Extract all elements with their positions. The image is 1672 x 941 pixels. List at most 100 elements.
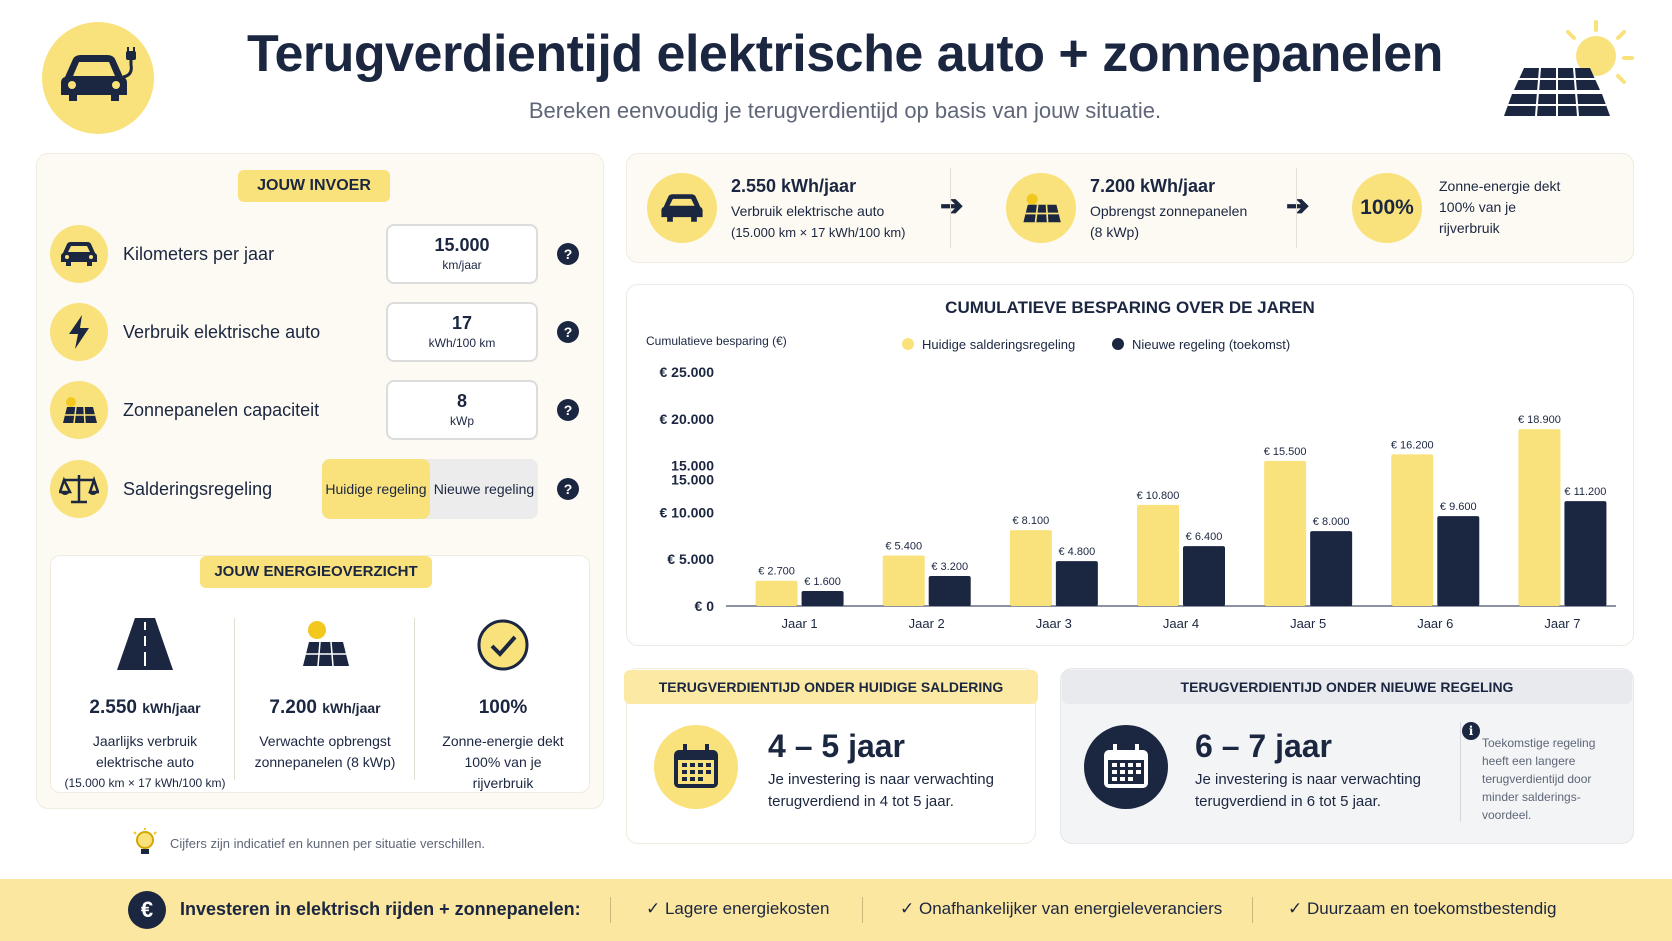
x-tick-label: Jaar 7 [1544,616,1580,631]
summary-yield: 7.200 kWh/jaar Opbrengst zonnepanelen (8… [1090,176,1247,243]
bar-new [801,591,844,606]
overview-consumption-sub: (15.000 km × 17 kWh/100 km) [64,776,226,790]
bar-new [928,576,971,606]
overview-yield-value: 7.200 [269,697,317,718]
footer-item: ✓ Onafhankelijker van energieleverancier… [900,899,1223,918]
help-icon[interactable]: ? [557,321,579,343]
bar-value-label: € 16.200 [1391,439,1434,451]
capacity-input[interactable]: 8 kWp [386,380,538,440]
overview-yield-unit: kWh/jaar [322,700,381,716]
y-tick-label: € 25.000 [660,364,715,380]
capacity-unit: kWp [450,414,474,428]
help-icon[interactable]: ? [557,243,579,265]
energy-overview-panel [50,555,590,793]
help-icon[interactable]: ? [557,478,579,500]
overview-yield-desc: Verwachte opbrengst zonnepanelen (8 kWp) [254,733,396,770]
bar-current [755,580,798,606]
x-tick-label: Jaar 3 [1036,616,1072,631]
overview-heading: JOUW ENERGIEOVERZICHT [200,556,432,588]
savings-chart: Cumulatieve besparing (€) Huidige salderi… [646,334,1616,631]
consumption-label: Verbruik elektrische auto [123,322,321,342]
bar-value-label: € 8.100 [1013,515,1050,527]
bar-current [1137,504,1179,606]
bar-new [1564,501,1607,606]
payback-new-line1: Je investering is naar verwachting [1195,771,1421,788]
bar-new [1055,561,1098,606]
divider [234,618,235,780]
legend-label: Nieuwe regeling (toekomst) [1132,337,1290,352]
divider [1252,897,1253,923]
ev-charging-logo [42,22,154,134]
bar-value-label: € 15.500 [1264,446,1307,458]
help-icon[interactable]: ? [557,399,579,421]
overview-consumption-desc: Jaarlijks verbruik elektrische auto [92,733,198,770]
overview-yield: 7.200 kWh/jaar Verwachte opbrengst zonne… [236,618,414,773]
y-tick-label: € 20.000 [660,411,715,427]
bar-value-label: € 6.400 [1186,531,1223,543]
bar-current [1518,429,1561,606]
footer-item: ✓ Duurzaam en toekomstbestendig [1288,899,1557,918]
summary-yield-line2: (8 kWp) [1090,224,1139,240]
summary-strip [626,153,1634,263]
payback-new-note: Toekomstige regeling heeft een langere t… [1482,734,1622,824]
km-value: 15.000 [434,235,490,255]
calendar-icon [654,725,738,809]
overview-consumption-unit: kWh/jaar [142,700,201,716]
summary-consumption-line2: (15.000 km × 17 kWh/100 km) [731,225,906,240]
payback-current-line1: Je investering is naar verwachting [768,771,994,788]
km-unit: km/jaar [442,258,482,272]
x-tick-label: Jaar 6 [1417,616,1453,631]
note-line: heeft een langere [1482,754,1576,768]
toggle-new-regeling[interactable]: Nieuwe regeling [433,480,535,497]
divider [610,897,611,923]
car-icon [50,225,108,283]
bar-value-label: € 2.700 [758,566,795,578]
bar-value-label: € 10.800 [1137,490,1180,502]
footer-lead: Investeren in elektrisch rijden + zonnep… [180,899,581,919]
note-line: voordeel. [1482,808,1532,822]
note-line: minder salderings- [1482,790,1581,804]
disclaimer-text: Cijfers zijn indicatief en kunnen per si… [170,835,486,851]
bar-value-label: € 4.800 [1059,546,1096,558]
summary-coverage-line1: Zonne-energie dekt [1439,178,1561,194]
toggle-current-regeling[interactable]: Huidige regeling [322,459,430,519]
chart-title: CUMULATIEVE BESPARING OVER DE JAREN [945,298,1315,317]
summary-yield-title: 7.200 kWh/jaar [1090,176,1216,196]
bar-value-label: € 1.600 [804,576,841,588]
bar-current [1264,460,1307,606]
summary-consumption-line1: Verbruik elektrische auto [731,203,885,219]
y-tick-label: € 0 [695,598,715,614]
overview-coverage-value: 100% [478,697,528,718]
bar-current [882,555,925,606]
overview-coverage: 100% Zonne-energie dekt 100% van je rijv… [414,618,592,794]
car-plug-icon [61,47,136,101]
overview-consumption: 2.550 kWh/jaar Jaarlijks verbruik elektr… [56,618,234,794]
capacity-value: 8 [456,391,467,411]
info-icon[interactable]: i [1462,722,1480,740]
bar-value-label: € 18.900 [1518,414,1561,426]
payback-current-content: 4 – 5 jaar Je investering is naar verwac… [768,728,994,813]
bar-value-label: € 9.600 [1440,501,1477,513]
summary-coverage-line3: rijverbruik [1439,220,1500,236]
road-icon [117,618,173,670]
consumption-input[interactable]: 17 kWh/100 km [386,302,538,362]
payback-current-line2: terugverdiend in 4 tot 5 jaar. [768,793,954,810]
legend-marker [902,338,914,350]
x-tick-label: Jaar 2 [909,616,945,631]
payback-new-heading: TERUGVERDIENTIJD ONDER NIEUWE REGELING [1062,670,1632,704]
check-circle-icon [477,619,529,671]
overview-consumption-value: 2.550 [89,697,137,718]
summary-coverage: Zonne-energie dekt 100% van je rijverbru… [1439,176,1560,239]
payback-new-line2: terugverdiend in 6 tot 5 jaar. [1195,793,1381,810]
lightning-icon [50,303,108,361]
divider [862,897,863,923]
divider [1296,168,1297,248]
bar-new [1183,546,1225,606]
coverage-badge: 100% [1352,173,1422,243]
input-heading: JOUW INVOER [238,170,390,202]
km-input[interactable]: 15.000 km/jaar [386,224,538,284]
car-icon [647,173,717,243]
arrow-right-icon: ➔ [1286,190,1310,221]
summary-consumption-title: 2.550 kWh/jaar [731,176,857,196]
divider [950,168,951,248]
